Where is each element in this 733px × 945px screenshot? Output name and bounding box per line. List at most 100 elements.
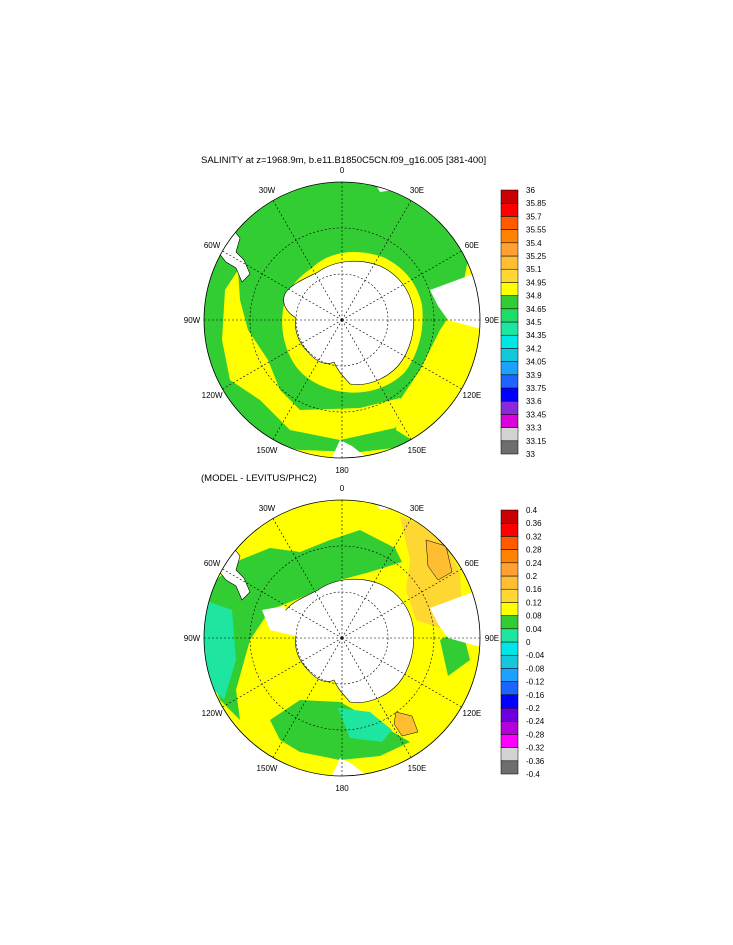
- colorbar-swatch: [500, 668, 519, 682]
- colorbar-label: 34.8: [526, 292, 542, 301]
- colorbar-label: 34.95: [526, 278, 547, 287]
- colorbar-label: 35.25: [526, 252, 547, 261]
- colorbar-swatch: [500, 268, 519, 283]
- colorbar-label: 35.4: [526, 239, 542, 248]
- colorbar-label: 33.3: [526, 424, 542, 433]
- colorbar-swatch: [500, 694, 519, 709]
- bottom-map-title: (MODEL - LEVITUS/PHC2): [201, 473, 317, 484]
- australia-landmass: [430, 588, 480, 648]
- gold-region-east: [400, 516, 462, 628]
- meridian-line: [272, 200, 343, 321]
- colorbar-swatch: [500, 549, 519, 564]
- colorbar-swatch: [500, 509, 519, 524]
- meridian-line: [341, 637, 462, 708]
- top-meridian-labels: 0 30E 60E 90E 120E 150E 180 150W 120W 90W 60W 30W: [184, 166, 499, 475]
- colorbar-label: 0.04: [526, 625, 542, 634]
- colorbar-swatch: [500, 641, 519, 656]
- colorbar-label: -0.4: [526, 770, 540, 779]
- meridian-label: 180: [335, 466, 349, 475]
- colorbar-swatch: [500, 615, 519, 630]
- meridian-line: [222, 637, 343, 708]
- colorbar-swatch: [500, 440, 519, 455]
- green-region-west: [204, 530, 402, 720]
- meridian-line: [341, 200, 412, 321]
- meridian-label: 60E: [465, 559, 479, 568]
- colorbar-label: 34.05: [526, 358, 547, 367]
- colorbar-label: -0.32: [526, 744, 545, 753]
- colorbar-label: -0.04: [526, 651, 545, 660]
- top-map-border: [203, 181, 481, 459]
- antarctica-shelf-white: [262, 606, 296, 636]
- meridian-label: 120W: [202, 709, 223, 718]
- meridian-line: [341, 637, 412, 758]
- colorbar-label: 36: [526, 186, 535, 195]
- meridian-label: 60W: [204, 241, 221, 250]
- meridian-line: [272, 518, 343, 639]
- colorbar-label: 33.75: [526, 384, 547, 393]
- colorbar-swatch: [500, 588, 519, 603]
- colorbar-swatch: [500, 348, 519, 362]
- colorbar-swatch: [500, 229, 519, 244]
- teal-region-south: [338, 708, 392, 742]
- colorbar-label: 0.4: [526, 506, 538, 515]
- colorbar-label: -0.36: [526, 757, 545, 766]
- colorbar-label: -0.08: [526, 664, 545, 673]
- colorbar-label: 0.24: [526, 559, 542, 568]
- colorbar-label: 0.12: [526, 598, 542, 607]
- colorbar-label: 33.6: [526, 397, 542, 406]
- meridian-line: [222, 568, 343, 639]
- meridian-label: 90E: [485, 316, 499, 325]
- colorbar-swatch: [500, 255, 519, 270]
- meridian-line: [341, 568, 462, 639]
- meridian-label: 60E: [465, 241, 479, 250]
- meridian-label: 60W: [204, 559, 221, 568]
- colorbar-label: 33.9: [526, 371, 542, 380]
- salinity-colorbar: 33 33.15 33.3 33.45 33.6 33.75 33.9 34.05 34.2 34…: [500, 186, 547, 459]
- meridian-label: 0: [340, 484, 345, 493]
- colorbar-label: -0.16: [526, 691, 545, 700]
- colorbar-label: 33.15: [526, 437, 547, 446]
- colorbar-label: 0.08: [526, 612, 542, 621]
- meridian-line: [341, 250, 462, 321]
- green-region-south: [270, 700, 410, 760]
- colorbar-label: 0.36: [526, 519, 542, 528]
- difference-colorbar: -0.4 -0.36 -0.32 -0.28 -0.24 -0.2 -0.16 -0.12 -0…: [500, 506, 545, 779]
- meridian-label: 180: [335, 784, 349, 793]
- meridian-line: [272, 637, 343, 758]
- colorbar-swatch: [500, 602, 519, 616]
- meridian-line: [341, 518, 412, 639]
- colorbar-label: 35.1: [526, 265, 542, 274]
- colorbar-label: -0.12: [526, 678, 545, 687]
- colorbar-label: 33: [526, 450, 535, 459]
- colorbar-swatch: [500, 216, 519, 230]
- meridian-label: 30E: [410, 186, 424, 195]
- meridian-label: 30W: [259, 186, 276, 195]
- colorbar-label: 34.35: [526, 331, 547, 340]
- meridian-label: 150E: [408, 446, 427, 455]
- teal-region-west: [204, 600, 236, 700]
- meridian-label: 90E: [485, 634, 499, 643]
- colorbar-swatch: [500, 654, 519, 669]
- colorbar-swatch: [500, 295, 519, 310]
- colorbar-label: 34.65: [526, 305, 547, 314]
- top-map-title: SALINITY at z=1968.9m, b.e11.B1850C5CN.f…: [201, 155, 487, 166]
- top-graticule: [204, 182, 480, 458]
- meridian-label: 30W: [259, 504, 276, 513]
- colorbar-swatch: [500, 536, 519, 550]
- colorbar-swatch: [500, 414, 519, 428]
- yellow-region-east: [396, 190, 480, 445]
- colorbar-label: -0.24: [526, 717, 545, 726]
- orange-region-southeast: [393, 711, 419, 737]
- colorbar-swatch: [500, 522, 519, 537]
- meridian-label: 90W: [184, 316, 201, 325]
- antarctica-landmass: [283, 260, 415, 385]
- meridian-label: 120W: [202, 391, 223, 400]
- colorbar-swatch: [500, 681, 519, 696]
- meridian-line: [341, 319, 462, 390]
- colorbar-swatch: [500, 760, 519, 775]
- colorbar-swatch: [500, 562, 519, 577]
- colorbar-swatch: [500, 628, 519, 643]
- colorbar-label: 35.7: [526, 212, 542, 221]
- colorbar-swatch: [500, 720, 519, 735]
- meridian-label: 120E: [463, 391, 482, 400]
